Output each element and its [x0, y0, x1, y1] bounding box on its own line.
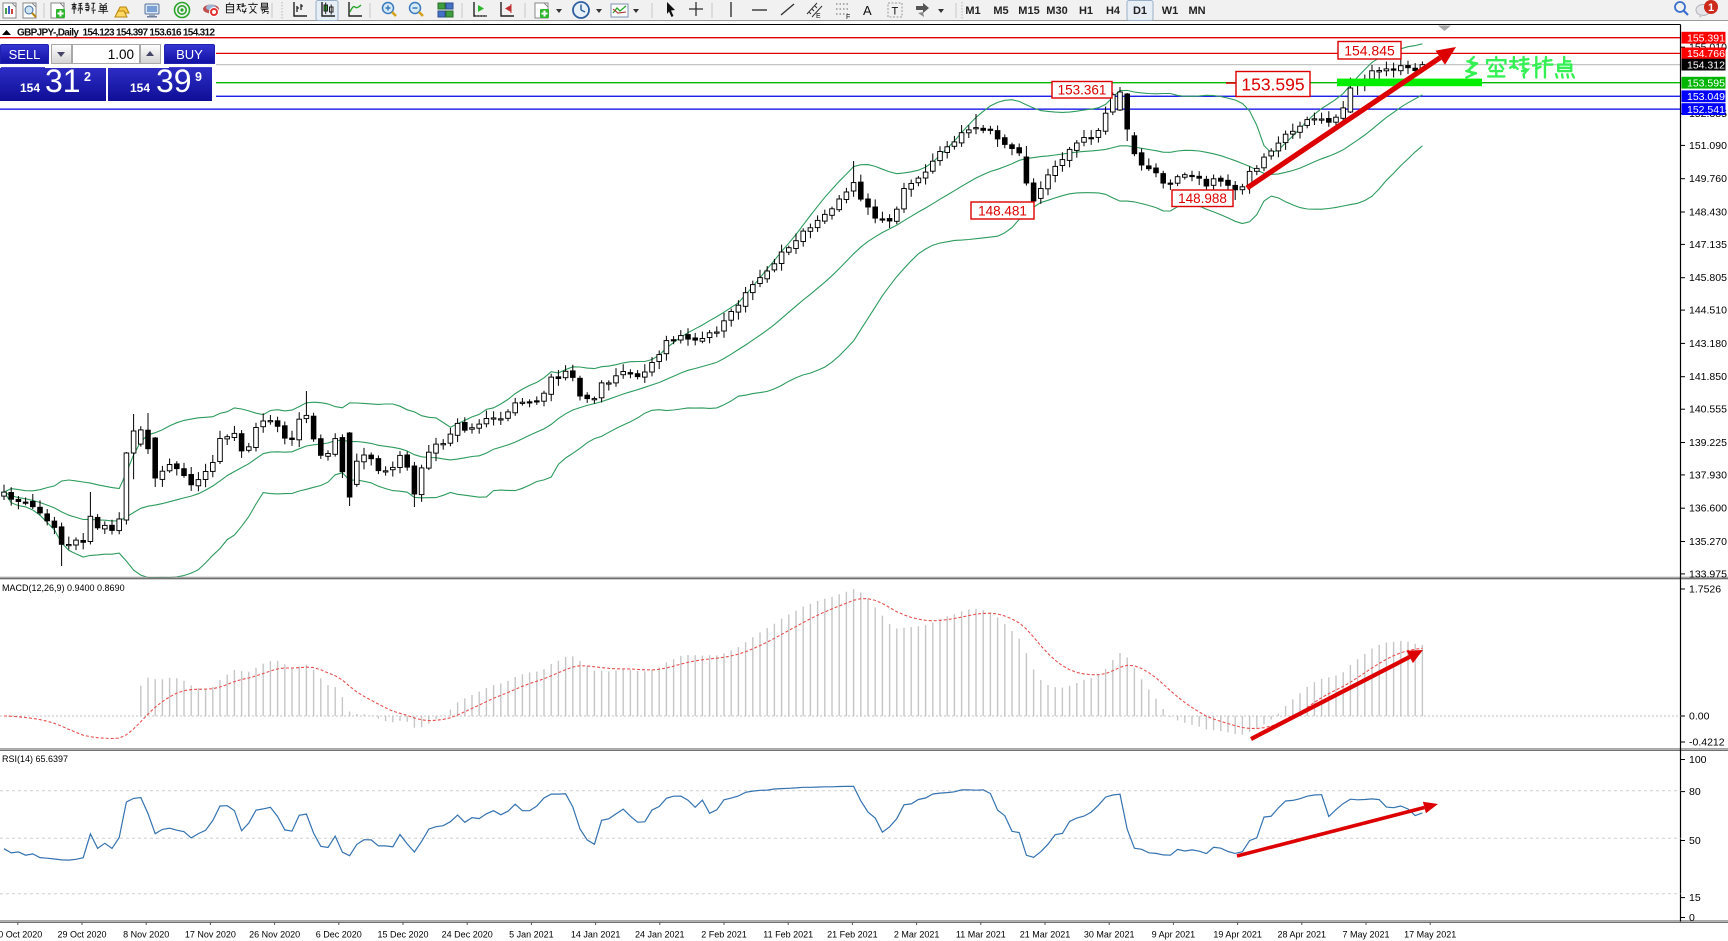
svg-text:148.988: 148.988 — [1178, 191, 1227, 206]
svg-text:135.270: 135.270 — [1689, 536, 1727, 548]
svg-text:1.7526: 1.7526 — [1689, 584, 1721, 596]
svg-text:F: F — [846, 14, 850, 21]
svg-text:80: 80 — [1689, 786, 1701, 798]
svg-text:24 Jan 2021: 24 Jan 2021 — [635, 930, 685, 940]
svg-text:143.180: 143.180 — [1689, 338, 1727, 350]
svg-text:M5: M5 — [993, 5, 1008, 17]
svg-text:GBPJPY-,Daily 154.123 154.397: GBPJPY-,Daily 154.123 154.397 153.616 15… — [17, 28, 215, 39]
svg-text:T: T — [892, 6, 899, 18]
svg-text:20 Oct 2020: 20 Oct 2020 — [0, 930, 42, 940]
svg-text:E: E — [816, 13, 821, 20]
svg-text:136.600: 136.600 — [1689, 503, 1727, 515]
svg-text:6 Dec 2020: 6 Dec 2020 — [316, 930, 362, 940]
svg-text:148.430: 148.430 — [1689, 207, 1727, 219]
svg-text:0.00: 0.00 — [1689, 711, 1710, 723]
svg-text:2 Feb 2021: 2 Feb 2021 — [701, 930, 747, 940]
svg-text:RSI(14) 65.6397: RSI(14) 65.6397 — [2, 754, 68, 764]
svg-text:151.090: 151.090 — [1689, 140, 1727, 152]
svg-text:139.225: 139.225 — [1689, 437, 1727, 449]
svg-text:133.975: 133.975 — [1689, 568, 1727, 580]
svg-text:11 Mar 2021: 11 Mar 2021 — [956, 930, 1006, 940]
svg-text:28 Apr 2021: 28 Apr 2021 — [1278, 930, 1327, 940]
svg-text:154.845: 154.845 — [1344, 42, 1395, 58]
svg-text:-0.4212: -0.4212 — [1689, 737, 1725, 749]
svg-text:153.049: 153.049 — [1687, 91, 1725, 103]
svg-text:11 Feb 2021: 11 Feb 2021 — [763, 930, 813, 940]
svg-text:21 Feb 2021: 21 Feb 2021 — [827, 930, 878, 940]
svg-text:1: 1 — [1708, 2, 1714, 14]
svg-text:148.481: 148.481 — [978, 203, 1027, 218]
svg-text:153.595: 153.595 — [1687, 78, 1725, 90]
svg-text:M30: M30 — [1046, 5, 1067, 17]
svg-text:15 Dec 2020: 15 Dec 2020 — [377, 930, 428, 940]
svg-text:A: A — [863, 3, 872, 18]
svg-text:26 Nov 2020: 26 Nov 2020 — [249, 930, 300, 940]
svg-text:147.135: 147.135 — [1689, 239, 1727, 251]
svg-text:141.850: 141.850 — [1689, 371, 1727, 383]
svg-text:15: 15 — [1689, 892, 1701, 904]
svg-text:MN: MN — [1188, 5, 1205, 17]
svg-text:2 Mar 2021: 2 Mar 2021 — [894, 930, 940, 940]
svg-text:100: 100 — [1689, 754, 1707, 766]
svg-text:MACD(12,26,9) 0.9400 0.8690: MACD(12,26,9) 0.9400 0.8690 — [2, 583, 125, 593]
svg-text:29 Oct 2020: 29 Oct 2020 — [57, 930, 106, 940]
svg-text:D1: D1 — [1133, 5, 1147, 17]
svg-text:137.930: 137.930 — [1689, 469, 1727, 481]
svg-text:145.805: 145.805 — [1689, 272, 1727, 284]
svg-text:M1: M1 — [965, 5, 980, 17]
svg-text:8 Nov 2020: 8 Nov 2020 — [123, 930, 169, 940]
svg-text:30 Mar 2021: 30 Mar 2021 — [1084, 930, 1135, 940]
svg-text:M15: M15 — [1018, 5, 1039, 17]
svg-text:W1: W1 — [1162, 5, 1179, 17]
svg-text:17 Nov 2020: 17 Nov 2020 — [185, 930, 236, 940]
svg-text:50: 50 — [1689, 835, 1701, 847]
svg-text:153.595: 153.595 — [1241, 74, 1304, 94]
svg-text:19 Apr 2021: 19 Apr 2021 — [1213, 930, 1262, 940]
svg-text:21 Mar 2021: 21 Mar 2021 — [1020, 930, 1071, 940]
svg-text:9 Apr 2021: 9 Apr 2021 — [1152, 930, 1196, 940]
svg-text:140.555: 140.555 — [1689, 404, 1727, 416]
svg-text:H1: H1 — [1079, 5, 1093, 17]
svg-text:17 May 2021: 17 May 2021 — [1404, 930, 1456, 940]
svg-text:153.361: 153.361 — [1058, 83, 1107, 98]
svg-text:5 Jan 2021: 5 Jan 2021 — [509, 930, 554, 940]
svg-text:155.391: 155.391 — [1687, 33, 1725, 45]
svg-text:154.312: 154.312 — [1687, 59, 1725, 71]
svg-text:149.760: 149.760 — [1689, 173, 1727, 185]
svg-text:144.510: 144.510 — [1689, 305, 1727, 317]
svg-text:24 Dec 2020: 24 Dec 2020 — [442, 930, 493, 940]
svg-text:14 Jan 2021: 14 Jan 2021 — [571, 930, 621, 940]
svg-text:H4: H4 — [1106, 5, 1121, 17]
svg-text:154.766: 154.766 — [1687, 48, 1725, 60]
svg-text:0: 0 — [1689, 912, 1695, 924]
svg-text:7 May 2021: 7 May 2021 — [1342, 930, 1389, 940]
svg-text:152.541: 152.541 — [1687, 104, 1725, 116]
